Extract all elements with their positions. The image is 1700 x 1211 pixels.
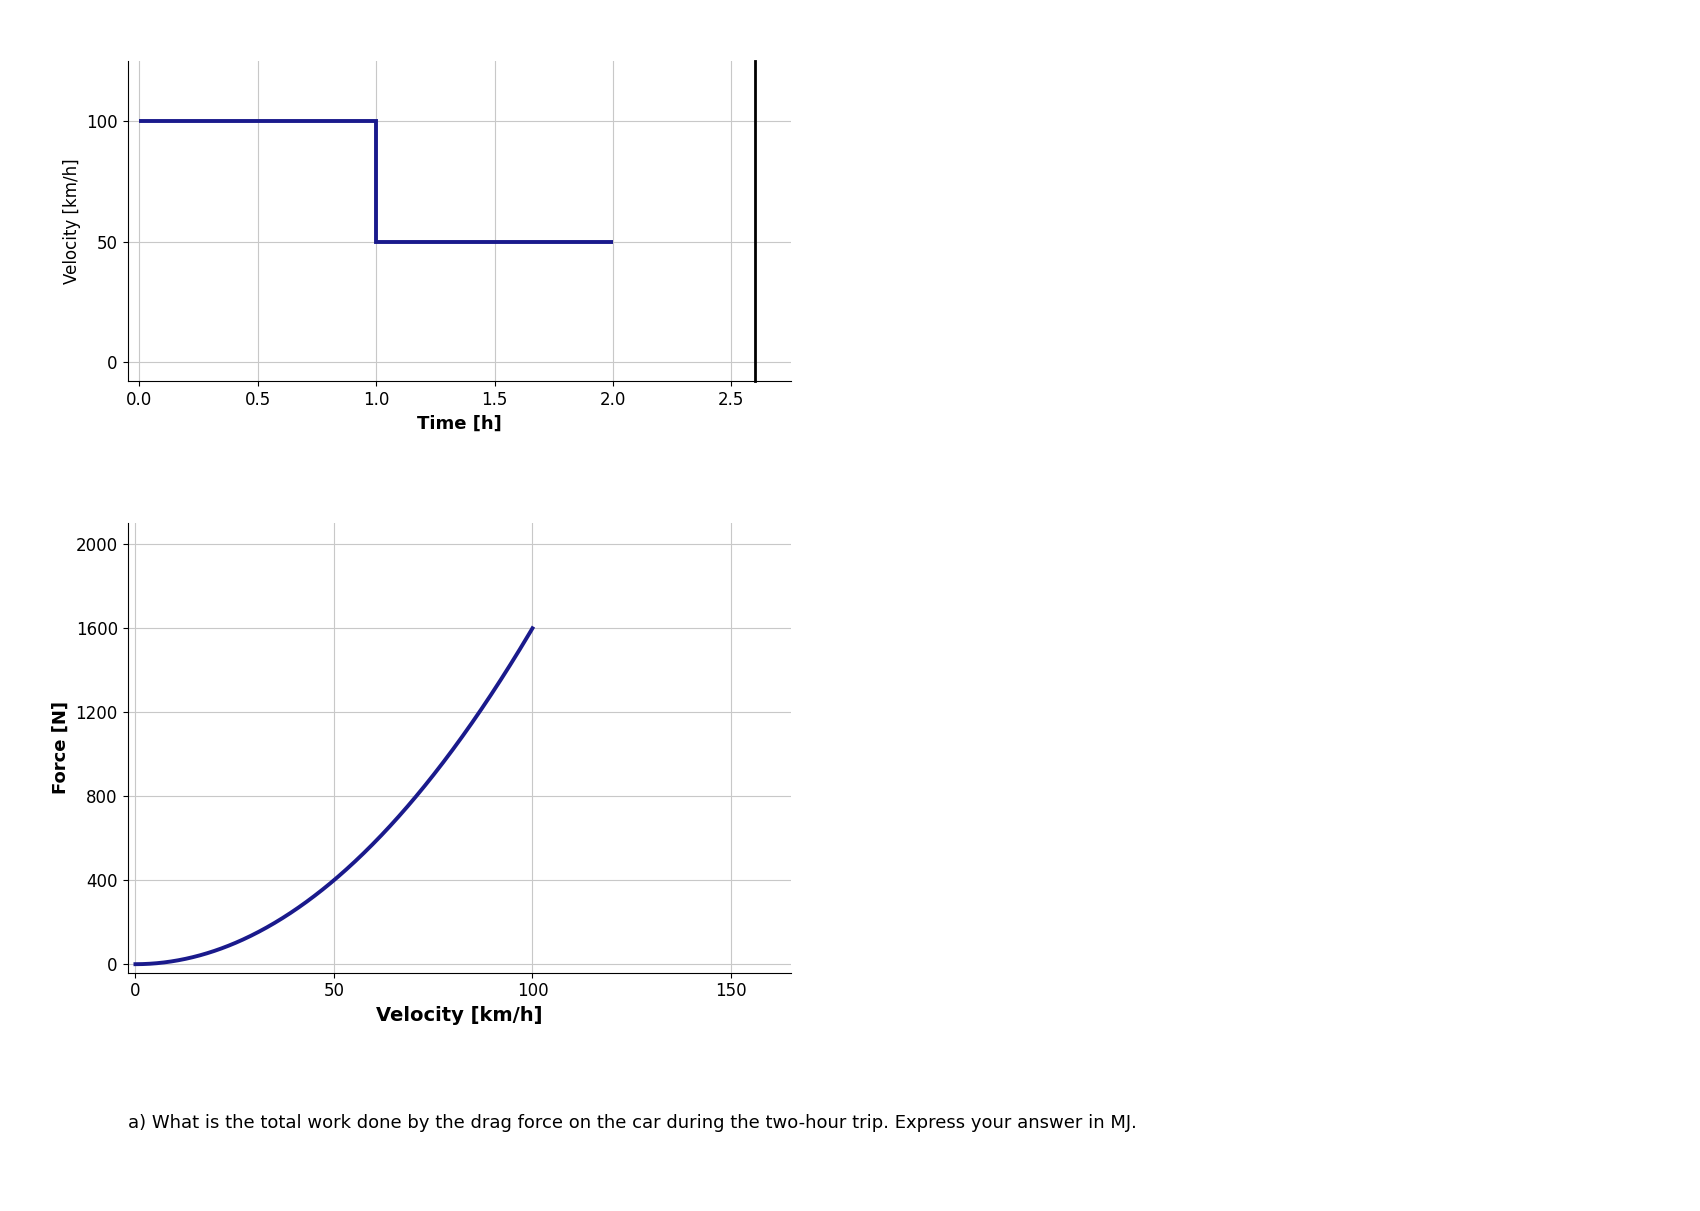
Y-axis label: Velocity [km/h]: Velocity [km/h] (63, 159, 80, 283)
Y-axis label: Force [N]: Force [N] (53, 701, 70, 794)
Text: a) What is the total work done by the drag force on the car during the two-hour : a) What is the total work done by the dr… (128, 1114, 1136, 1132)
X-axis label: Time [h]: Time [h] (416, 414, 502, 432)
X-axis label: Velocity [km/h]: Velocity [km/h] (376, 1006, 542, 1025)
